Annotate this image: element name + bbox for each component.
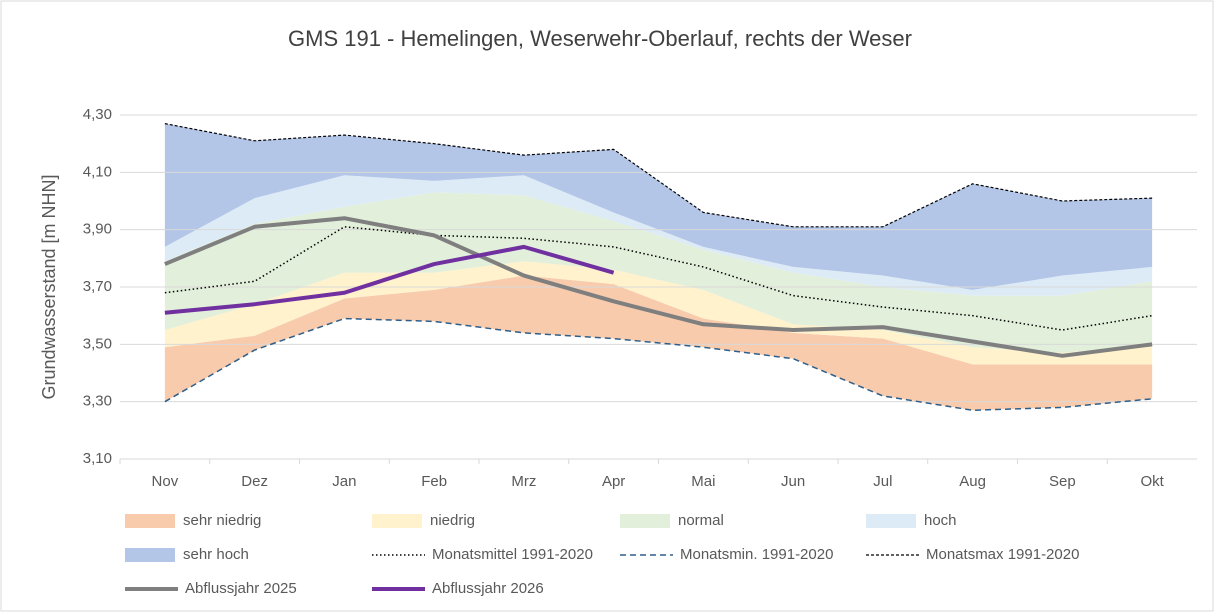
legend-label: Abflussjahr 2026 [432, 580, 544, 597]
y-tick-label: 4,30 [83, 106, 112, 123]
band-area [164, 175, 1153, 296]
x-tick-label: Dez [241, 473, 268, 490]
x-tick-label: Aug [959, 473, 986, 490]
x-tick-label: Sep [1049, 473, 1076, 490]
y-tick-label: 3,10 [83, 450, 112, 467]
legend-label: niedrig [430, 512, 475, 529]
legend-swatch [866, 514, 916, 528]
y-tick-label: 3,70 [83, 278, 112, 295]
x-tick-label: Feb [421, 473, 447, 490]
series-line [164, 317, 1153, 412]
legend-label: hoch [924, 512, 957, 529]
y-tick-label: 3,30 [83, 393, 112, 410]
y-tick-label: 3,50 [83, 335, 112, 352]
legend-swatch [125, 548, 175, 562]
series-line [164, 216, 1153, 358]
band-area [164, 123, 1153, 290]
legend-label: sehr hoch [183, 546, 249, 563]
legend-label: sehr niedrig [183, 512, 261, 529]
legend-label: Monatsmax 1991-2020 [926, 546, 1079, 563]
legend-label: normal [678, 512, 724, 529]
legend-label: Monatsmin. 1991-2020 [680, 546, 833, 563]
legend-swatch [620, 514, 670, 528]
x-tick-label: Jun [781, 473, 805, 490]
chart-title: GMS 191 - Hemelingen, Weserwehr-Oberlauf… [288, 26, 912, 51]
x-tick-label: Nov [152, 473, 179, 490]
legend-label: Monatsmittel 1991-2020 [432, 546, 593, 563]
y-tick-label: 3,90 [83, 221, 112, 238]
legend-swatch [372, 514, 422, 528]
y-tick-label: 4,10 [83, 163, 112, 180]
x-tick-label: Apr [602, 473, 625, 490]
x-tick-label: Jul [873, 473, 892, 490]
x-tick-label: Mai [691, 473, 715, 490]
series-line [164, 123, 1153, 228]
y-axis-title: Grundwasserstand [m NHN] [39, 174, 59, 399]
legend-swatch [125, 514, 175, 528]
series-line [164, 244, 615, 315]
legend-label: Abflussjahr 2025 [185, 580, 297, 597]
x-tick-label: Jan [332, 473, 356, 490]
x-tick-label: Mrz [511, 473, 536, 490]
x-tick-label: Okt [1140, 473, 1164, 490]
